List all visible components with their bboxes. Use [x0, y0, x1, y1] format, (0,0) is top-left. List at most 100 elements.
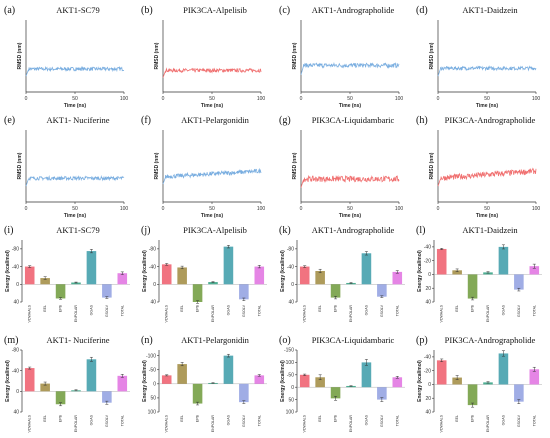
- category-label: EEL: [455, 415, 459, 422]
- x-tick-label: 0: [300, 206, 303, 212]
- energy-bar: [161, 375, 172, 384]
- panel-c: (c) AKT1-Andrographolide 0 50 100 Time (ns) RM…: [279, 5, 403, 109]
- y-axis-label: RMSD (nm): [17, 152, 23, 179]
- energy-bar: [55, 391, 66, 405]
- panel-k: (k) AKT1-Andrographolide -80 -40 0 40 Energy (…: [279, 225, 405, 322]
- rmsd-series-line: [437, 167, 537, 187]
- category-label: ENPOLAR: [486, 415, 490, 433]
- y-axis-label: Energy (kcal/mol): [280, 250, 286, 292]
- x-tick-label: 100: [395, 96, 404, 102]
- y-tick-label: 100: [148, 410, 157, 416]
- rmsd-series-line: [162, 167, 262, 185]
- energy-bar: [483, 382, 493, 385]
- y-tick-label: -50: [149, 367, 156, 373]
- category-label: ENPOLAR: [349, 305, 353, 323]
- panel-label: (b): [141, 5, 153, 16]
- y-tick-label: 40: [425, 300, 431, 306]
- panel-i: (i) AKT1-SC79 -80 -40 0 40 Energy (kcal/mol) VD…: [4, 225, 130, 322]
- y-tick-label: -20: [424, 368, 431, 374]
- panel-l: (l) AKT1-Daidzein -40 -20 0 20 40 Energy (kcal/…: [416, 225, 542, 322]
- energy-bar: [361, 362, 372, 388]
- category-label: VDWAALS: [28, 414, 32, 432]
- y-axis-label: RMSD (nm): [429, 42, 435, 69]
- category-label: GGAS: [89, 414, 93, 425]
- category-label: EPB: [59, 414, 63, 422]
- energy-bar: [315, 271, 325, 285]
- panel-title: AKT1-SC79: [56, 225, 99, 235]
- x-tick-label: 100: [257, 96, 266, 102]
- energy-bar: [299, 374, 310, 388]
- category-label: EPB: [196, 304, 200, 312]
- y-tick-label: -80: [149, 247, 156, 253]
- category-label: GSOLV: [517, 304, 521, 317]
- panel-title: PIK3CA-Andrographolide: [445, 335, 536, 345]
- x-tick-label: 100: [532, 206, 541, 212]
- energy-bar: [24, 266, 35, 285]
- panel-title: PIK3CA-Alpelisib: [183, 5, 247, 15]
- rmsd-series-line: [25, 174, 125, 187]
- energy-bar: [377, 387, 387, 400]
- category-label: EEL: [180, 415, 184, 422]
- energy-bar: [208, 282, 218, 285]
- energy-bar: [346, 385, 356, 388]
- y-tick-label: 40: [150, 300, 156, 306]
- category-label: GSOLV: [380, 414, 384, 427]
- category-label: EEL: [43, 305, 47, 312]
- x-tick-label: 0: [437, 96, 440, 102]
- panel-title: AKT1-Daidzein: [462, 5, 518, 15]
- energy-bar: [239, 284, 249, 300]
- category-label: TOTAL: [257, 305, 261, 316]
- y-tick-label: 20: [425, 286, 431, 292]
- rmsd-series-line: [300, 174, 400, 188]
- category-label: TOTAL: [120, 305, 124, 316]
- x-tick-label: 50: [72, 96, 78, 102]
- energy-bar: [361, 253, 372, 285]
- x-axis-label: Time (ns): [201, 213, 223, 219]
- energy-bar: [24, 368, 35, 392]
- panel-p: (p) PIK3CA-Andrographolide -40 -20 0 20 40 Ener…: [416, 335, 542, 432]
- panel-e: (e) AKT1- Nuciferine 0 50 100 Time (ns) RMSD (…: [4, 115, 128, 219]
- energy-bar: [192, 284, 203, 302]
- energy-bar: [86, 251, 97, 285]
- panel-label: (o): [279, 335, 291, 346]
- y-tick-label: 40: [288, 300, 294, 306]
- y-tick-label: 0: [16, 389, 19, 395]
- category-label: EEL: [455, 305, 459, 312]
- panel-d: (d) AKT1-Daidzein 0 50 100 Time (ns) RMSD (nm): [416, 5, 540, 109]
- x-tick-label: 100: [532, 96, 541, 102]
- y-tick-label: 0: [16, 282, 19, 288]
- category-label: GGAS: [501, 414, 505, 425]
- x-axis-label: Time (ns): [476, 213, 498, 219]
- category-label: GGAS: [364, 304, 368, 315]
- panel-title: PIK3CA-Andrographolide: [445, 115, 536, 125]
- y-tick-label: -150: [284, 348, 294, 354]
- panel-label: (l): [416, 225, 425, 236]
- x-axis-label: Time (ns): [476, 103, 498, 109]
- energy-bar: [498, 246, 509, 275]
- energy-bar: [498, 353, 509, 385]
- category-label: GGAS: [364, 414, 368, 425]
- category-label: TOTAL: [395, 415, 399, 426]
- x-axis-label: Time (ns): [64, 213, 86, 219]
- y-axis-label: RMSD (nm): [292, 152, 298, 179]
- rmsd-series-line: [300, 61, 400, 75]
- panel-h: (h) PIK3CA-Andrographolide 0 50 100 Time (ns)…: [416, 115, 540, 219]
- panel-title: AKT1-Daidzein: [462, 225, 518, 235]
- y-tick-label: -40: [424, 355, 431, 361]
- energy-bar: [514, 384, 524, 402]
- y-tick-label: -40: [287, 264, 294, 270]
- y-tick-label: 40: [13, 410, 19, 416]
- energy-bar: [86, 359, 97, 392]
- y-axis-label: RMSD (nm): [429, 152, 435, 179]
- y-tick-label: -80: [12, 247, 19, 253]
- panel-label: (m): [4, 335, 18, 346]
- energy-bar: [514, 274, 524, 290]
- y-tick-label: -100: [284, 360, 294, 366]
- rmsd-series-line: [437, 65, 537, 77]
- panel-o: (o) PIK3CA-Liquidambaric -150 -100 -50 0 50 100…: [279, 335, 405, 432]
- panel-label: (d): [416, 5, 428, 16]
- energy-bar: [483, 272, 493, 275]
- y-axis-label: RMSD (nm): [292, 42, 298, 69]
- panel-label: (e): [4, 115, 15, 126]
- panel-j: (j) PIK3CA-Alpelisib -80 -40 0 40 Energy (kcal…: [141, 225, 267, 322]
